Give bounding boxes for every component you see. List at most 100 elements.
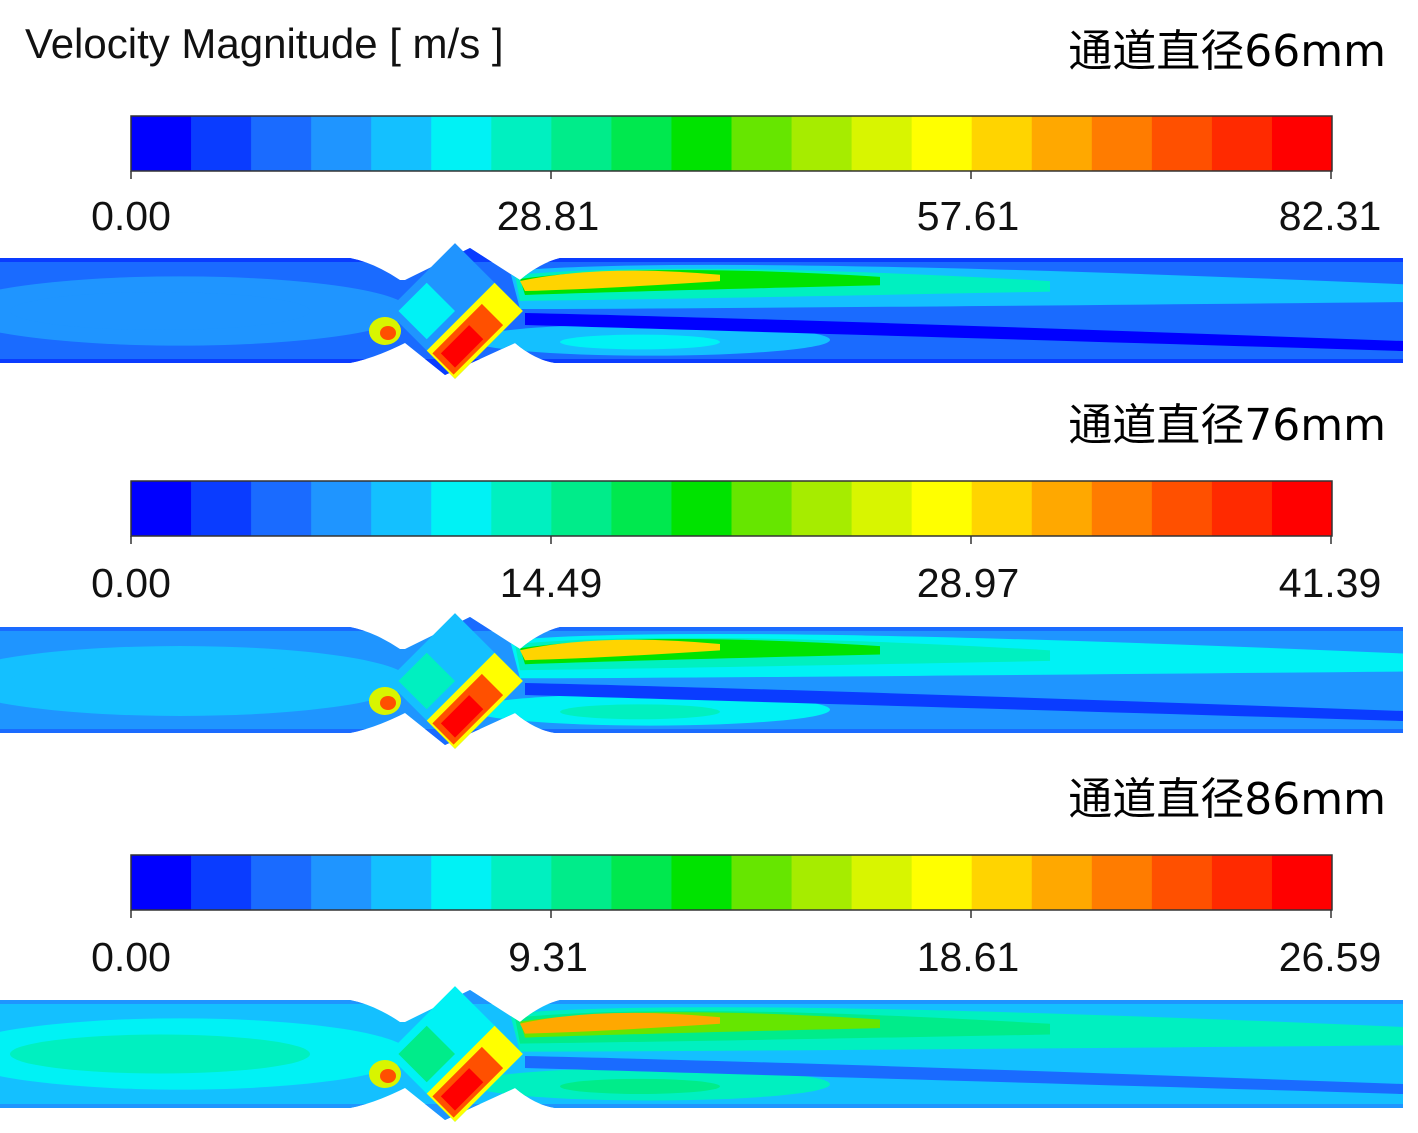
colorbar-segment: [731, 481, 793, 536]
colorbar-segment: [671, 855, 732, 910]
colorbar-segment: [551, 116, 612, 171]
region-shear-layer: [525, 1056, 1403, 1094]
colorbar-segment: [551, 481, 612, 536]
region-recirculation-core: [560, 1078, 720, 1094]
region-wall-top: [0, 990, 1403, 1004]
colorbar-segment: [371, 855, 432, 910]
colorbar-segment: [911, 855, 973, 910]
panel-76mm: 通道直径76mm 0.00 14.49 28.97 41.39: [0, 400, 1403, 749]
colorbar-segment: [1211, 481, 1273, 536]
case-label: 通道直径76mm: [1068, 400, 1386, 451]
tick-label-0: 0.00: [91, 193, 171, 239]
colorbar-segment: [191, 481, 252, 536]
colorbar-segment: [611, 855, 672, 910]
region-wall-top: [0, 617, 1403, 631]
colorbar-segment: [131, 855, 192, 910]
legend-title: Velocity Magnitude [ m/s ]: [25, 20, 504, 67]
colorbar-segment: [911, 481, 973, 536]
flow-field: [0, 990, 1403, 1120]
colorbar-segment: [611, 116, 672, 171]
colorbar-segment: [971, 481, 1033, 536]
colorbar-segment: [131, 116, 192, 171]
colorbar-segment: [311, 855, 372, 910]
tick-label-0: 0.00: [91, 560, 171, 606]
colorbar-segment: [251, 481, 312, 536]
colorbar-segment: [1091, 855, 1153, 910]
case-label: 通道直径66mm: [1068, 26, 1386, 77]
valve-region-upper: [398, 1025, 455, 1083]
colorbar-segment: [791, 855, 853, 910]
valve-region-peak: [440, 325, 484, 368]
colorbar-segment: [1151, 116, 1213, 171]
throat-peak: [380, 696, 396, 710]
colorbar-frame: [130, 115, 1333, 172]
colorbar-segment: [851, 481, 913, 536]
colorbar-segment: [431, 116, 492, 171]
colorbar-segment: [1091, 481, 1153, 536]
colorbar: [130, 480, 1333, 544]
tick-label-3: 82.31: [1279, 193, 1382, 239]
valve-disk-region: [387, 986, 523, 1122]
region-wall-bottom: [0, 359, 1403, 375]
colorbar-segment: [1091, 116, 1153, 171]
region-recirculation-core: [560, 334, 720, 350]
colorbar-segment: [1211, 855, 1273, 910]
colorbar-segment: [491, 116, 552, 171]
tick-label-1: 14.49: [500, 560, 603, 606]
colorbar-segment: [851, 855, 913, 910]
colorbar-segment: [911, 116, 973, 171]
colorbar-segment: [731, 855, 793, 910]
colorbar-segment: [1271, 855, 1333, 910]
colorbar-segment: [1031, 481, 1093, 536]
colorbar-segment: [251, 855, 312, 910]
region-wall-top: [0, 248, 1403, 262]
colorbar-segment: [131, 481, 192, 536]
colorbar-segment: [1031, 116, 1093, 171]
colorbar-segment: [671, 481, 732, 536]
colorbar-segment: [731, 116, 793, 171]
tick-label-2: 18.61: [917, 934, 1020, 980]
colorbar-segment: [671, 116, 732, 171]
region-upstream-center: [10, 1034, 310, 1074]
tick-label-1: 28.81: [497, 193, 600, 239]
colorbar-frame: [130, 854, 1333, 911]
valve-disk-region: [387, 613, 523, 749]
case-label: 通道直径86mm: [1068, 774, 1386, 825]
colorbar-segment: [791, 481, 853, 536]
colorbar-segment: [191, 116, 252, 171]
region-wall-bottom: [0, 1104, 1403, 1120]
colorbar-segment: [371, 481, 432, 536]
tick-label-3: 26.59: [1279, 934, 1382, 980]
colorbar-segment: [491, 855, 552, 910]
colorbar-segment: [1271, 481, 1333, 536]
tick-label-3: 41.39: [1279, 560, 1382, 606]
colorbar-segment: [311, 481, 372, 536]
region-upstream-center: [10, 292, 310, 330]
colorbar-frame: [130, 480, 1333, 537]
colorbar-segment: [971, 855, 1033, 910]
region-recirculation-core: [560, 704, 720, 720]
colorbar-segment: [551, 855, 612, 910]
colorbar-segment: [611, 481, 672, 536]
tick-label-1: 9.31: [508, 934, 588, 980]
valve-region-peak: [440, 695, 484, 738]
throat-peak: [380, 1069, 396, 1083]
colorbar-segment: [491, 481, 552, 536]
region-jet-peak: [520, 270, 720, 291]
colorbar-segment: [851, 116, 913, 171]
colorbar-segment: [311, 116, 372, 171]
colorbar-segment: [1151, 855, 1213, 910]
colorbar-segment: [971, 116, 1033, 171]
velocity-contour-plot: [0, 243, 1403, 379]
colorbar: [130, 115, 1333, 179]
tick-label-2: 28.97: [917, 560, 1020, 606]
region-jet-peak: [520, 1012, 720, 1034]
colorbar-segment: [1151, 481, 1213, 536]
flow-field: [0, 617, 1403, 745]
region-shear-layer: [525, 683, 1403, 721]
velocity-contour-plot: [0, 986, 1403, 1122]
region-wall-bottom: [0, 729, 1403, 745]
flow-field: [0, 248, 1403, 375]
tick-label-0: 0.00: [91, 934, 171, 980]
